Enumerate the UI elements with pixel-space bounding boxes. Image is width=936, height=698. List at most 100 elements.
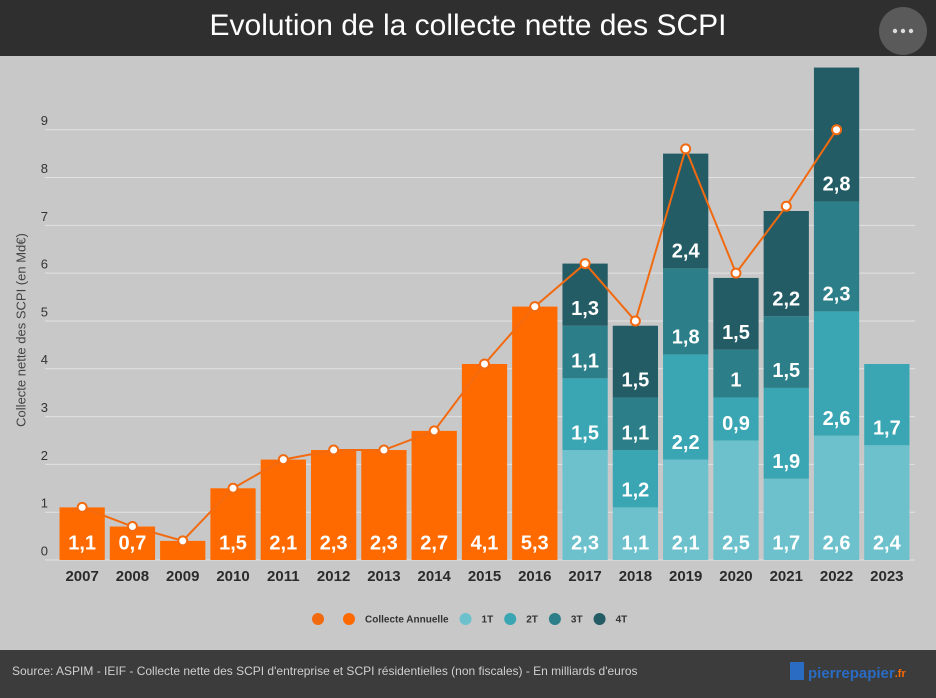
value-label: 0,9 bbox=[722, 413, 750, 435]
x-tick-label: 2008 bbox=[116, 568, 149, 585]
value-label: 1,5 bbox=[621, 370, 649, 392]
line-point bbox=[831, 124, 843, 136]
line-point bbox=[227, 482, 239, 494]
x-tick-label: 2022 bbox=[820, 568, 853, 585]
value-label: 2,8 bbox=[823, 174, 851, 196]
value-label: 1,5 bbox=[772, 360, 800, 382]
value-label: 2,6 bbox=[823, 532, 851, 554]
bar-segment bbox=[763, 387, 809, 479]
footer bbox=[0, 650, 936, 698]
value-label: 2,4 bbox=[873, 532, 902, 554]
y-tick-label: 8 bbox=[41, 161, 48, 176]
x-tick-label: 2023 bbox=[870, 568, 903, 585]
bar-segment bbox=[260, 459, 306, 560]
bar-segment bbox=[310, 450, 357, 560]
line-point bbox=[428, 425, 440, 437]
line-point bbox=[780, 200, 792, 212]
bar-segment bbox=[411, 430, 457, 560]
menu-dot bbox=[900, 28, 906, 34]
bar-segment bbox=[813, 435, 860, 560]
value-label: 2,2 bbox=[772, 288, 800, 310]
bar-segment bbox=[663, 459, 709, 560]
x-tick-label: 2011 bbox=[267, 568, 300, 585]
bar-segment bbox=[713, 277, 759, 350]
value-label: 1,5 bbox=[571, 422, 599, 444]
bar-segment bbox=[713, 397, 759, 441]
value-label: 2,1 bbox=[269, 532, 297, 554]
bar-segment bbox=[813, 311, 860, 436]
value-label: 2,5 bbox=[722, 532, 750, 554]
value-label: 1,5 bbox=[722, 322, 750, 344]
bar-segment bbox=[763, 210, 809, 317]
x-tick-label: 2014 bbox=[418, 568, 452, 585]
legend-marker bbox=[312, 613, 324, 625]
menu-dot bbox=[908, 28, 914, 34]
line-point bbox=[629, 315, 641, 327]
value-label: 2,3 bbox=[370, 532, 398, 554]
bar-segment bbox=[109, 526, 156, 560]
x-tick-label: 2007 bbox=[65, 568, 98, 585]
value-label: 2,7 bbox=[420, 532, 448, 554]
value-label: 1,1 bbox=[621, 422, 649, 444]
x-tick-label: 2012 bbox=[317, 568, 350, 585]
x-tick-label: 2019 bbox=[669, 568, 702, 585]
y-tick-label: 1 bbox=[41, 496, 48, 511]
x-tick-label: 2021 bbox=[770, 568, 803, 585]
bar-segment bbox=[763, 478, 809, 560]
bar-segment bbox=[612, 450, 659, 508]
line-point bbox=[479, 358, 490, 370]
header bbox=[0, 0, 936, 56]
value-label: 1,9 bbox=[772, 451, 800, 473]
bar-segment bbox=[361, 450, 407, 560]
x-tick-label: 2017 bbox=[568, 568, 601, 585]
bar-segment bbox=[663, 268, 709, 355]
bar-segment bbox=[713, 440, 759, 560]
value-label: 5,3 bbox=[521, 532, 549, 554]
legend-marker bbox=[504, 613, 517, 625]
line-point bbox=[730, 267, 742, 279]
line-point bbox=[579, 258, 591, 270]
menu-dot bbox=[892, 28, 898, 34]
legend-label: Collecte Annuelle bbox=[365, 615, 449, 626]
x-tick-label: 2010 bbox=[216, 568, 249, 585]
value-label: 2,4 bbox=[672, 241, 701, 263]
y-tick-label: 5 bbox=[41, 304, 48, 319]
value-label: 1,7 bbox=[873, 418, 901, 440]
y-tick-label: 0 bbox=[41, 543, 48, 558]
x-tick-label: 2020 bbox=[719, 568, 752, 585]
bar-segment bbox=[562, 263, 608, 326]
value-label: 2,3 bbox=[320, 532, 348, 554]
bar-segment bbox=[612, 507, 659, 560]
bar-segment bbox=[59, 507, 105, 560]
chart-title: Evolution de la collecte nette des SCPI bbox=[210, 9, 727, 42]
line-point bbox=[126, 521, 138, 533]
logo-suffix: .fr bbox=[895, 668, 907, 680]
line-point bbox=[378, 444, 390, 456]
y-tick-label: 9 bbox=[41, 113, 48, 128]
bar-segment bbox=[160, 540, 206, 560]
bar-segment bbox=[663, 153, 709, 269]
bar-segment bbox=[813, 201, 860, 312]
legend-label: 1T bbox=[482, 615, 494, 626]
legend-marker bbox=[343, 613, 355, 625]
bar-segment bbox=[562, 325, 608, 379]
legend-marker bbox=[593, 613, 606, 625]
value-label: 2,2 bbox=[672, 432, 700, 454]
value-label: 0,7 bbox=[119, 532, 147, 554]
bar-segment bbox=[864, 363, 910, 446]
x-tick-label: 2009 bbox=[166, 568, 199, 585]
bar-segment bbox=[512, 306, 558, 560]
value-label: 2,3 bbox=[571, 532, 599, 554]
legend-marker bbox=[548, 613, 561, 625]
bar-segment bbox=[763, 316, 809, 388]
logo-icon bbox=[790, 662, 804, 680]
value-label: 1,2 bbox=[621, 480, 649, 502]
y-tick-label: 2 bbox=[41, 448, 48, 463]
value-label: 2,3 bbox=[823, 284, 851, 306]
x-tick-label: 2016 bbox=[518, 568, 551, 585]
bar-segment bbox=[562, 450, 608, 560]
x-tick-label: 2015 bbox=[468, 568, 501, 585]
value-label: 2,1 bbox=[672, 532, 700, 554]
value-label: 4,1 bbox=[471, 532, 499, 554]
source: Source: ASPIM - IEIF - Collecte nette de… bbox=[12, 664, 638, 678]
